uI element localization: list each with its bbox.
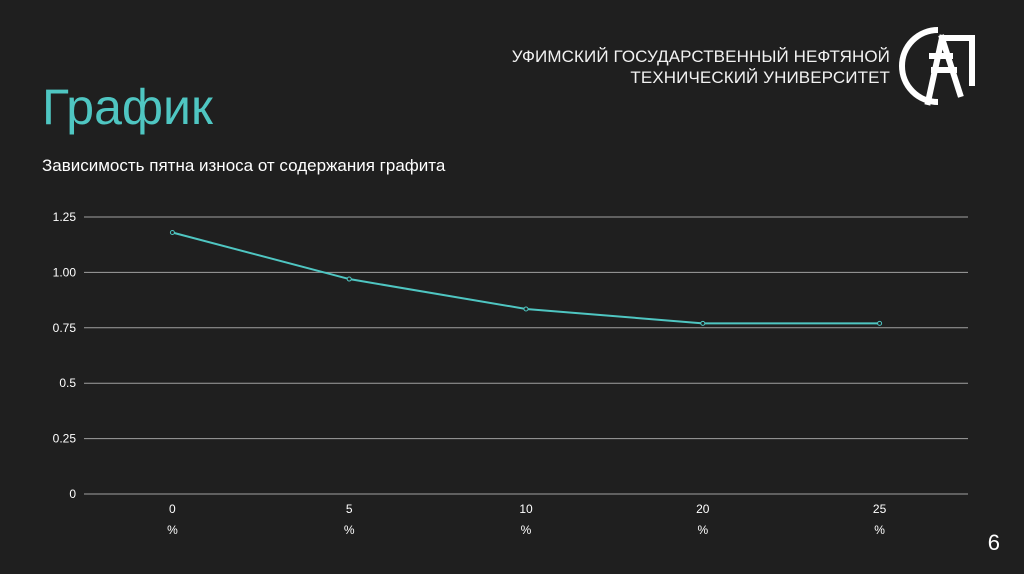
x-tick-unit: % — [344, 523, 355, 537]
chart-title: Зависимость пятна износа от содержания г… — [42, 156, 446, 175]
x-tick-label: 5 — [346, 502, 353, 516]
x-tick-label: 25 — [873, 502, 887, 516]
x-tick-unit: % — [697, 523, 708, 537]
y-tick-label: 0.75 — [53, 321, 77, 335]
university-name-line2: ТЕХНИЧЕСКИЙ УНИВЕРСИТЕТ — [630, 68, 890, 87]
university-logo-icon — [899, 27, 975, 106]
data-point — [877, 320, 883, 326]
data-point — [523, 306, 529, 312]
x-tick-label: 0 — [169, 502, 176, 516]
y-tick-label: 1.00 — [53, 265, 77, 279]
university-name: УФИМСКИЙ ГОСУДАРСТВЕННЫЙ НЕФТЯНОЙ ТЕХНИЧ… — [512, 46, 890, 88]
data-point — [346, 276, 352, 282]
y-tick-label: 0 — [69, 487, 76, 501]
x-tick-unit: % — [521, 523, 532, 537]
x-tick-label: 10 — [519, 502, 533, 516]
data-point — [700, 320, 706, 326]
y-tick-label: 0.25 — [53, 432, 77, 446]
x-tick-unit: % — [874, 523, 885, 537]
y-tick-label: 0.5 — [59, 376, 76, 390]
university-name-line1: УФИМСКИЙ ГОСУДАРСТВЕННЫЙ НЕФТЯНОЙ — [511, 47, 890, 66]
page-number: 6 — [987, 530, 1000, 555]
x-tick-label: 20 — [696, 502, 710, 516]
x-tick-unit: % — [167, 523, 178, 537]
y-tick-label: 1.25 — [53, 210, 77, 224]
slide-title: График — [42, 79, 213, 135]
data-point — [169, 230, 175, 236]
